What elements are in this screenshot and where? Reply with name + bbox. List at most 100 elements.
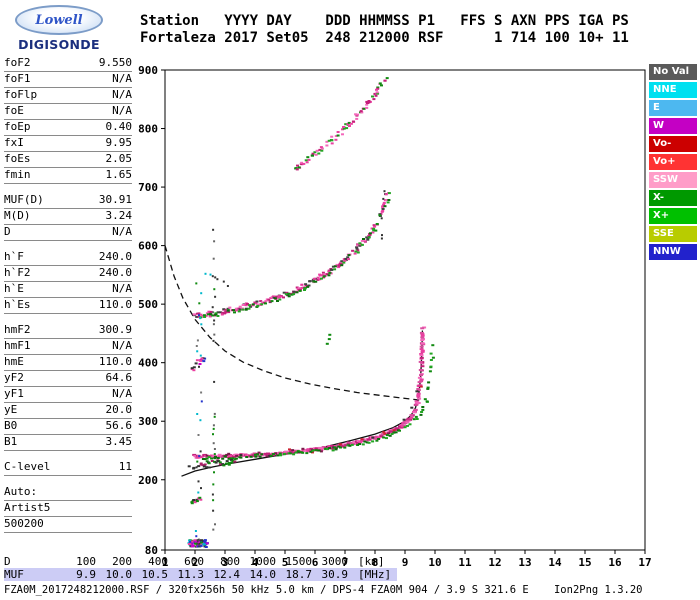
parameter-value: N/A bbox=[112, 225, 132, 238]
parameter-value: 9.95 bbox=[105, 136, 133, 149]
x-tick-label: 4 bbox=[252, 556, 259, 569]
legend-item-noval: No Val bbox=[649, 64, 697, 80]
legend-item-vo-: Vo- bbox=[649, 136, 697, 152]
parameter-row-fof2: foF2 9.550 bbox=[4, 56, 132, 72]
parameter-label: C-level bbox=[4, 460, 51, 473]
y-tick-label: 200 bbox=[138, 474, 158, 487]
x-tick-label: 9 bbox=[402, 556, 409, 569]
parameter-row-hme: hmE 110.0 bbox=[4, 355, 132, 371]
parameter-value: 64.6 bbox=[105, 371, 133, 384]
x-tick-label: 8 bbox=[372, 556, 379, 569]
x-tick-label: 16 bbox=[608, 556, 622, 569]
parameter-label: hmE bbox=[4, 355, 24, 368]
muf-value: 10.5 bbox=[141, 568, 169, 581]
parameter-value: 3.45 bbox=[105, 435, 133, 448]
distance-value: 400 bbox=[148, 555, 168, 568]
header-values-line: Fortaleza 2017 Set05 248 212000 RSF 1 71… bbox=[140, 30, 629, 46]
trace-second-hop-o bbox=[192, 192, 390, 319]
trace-scatter-530km bbox=[204, 272, 229, 287]
muf-distance-table: D 100 200 400 600 800 1000 1500 3000 [km] MUF 9.9 1… bbox=[4, 555, 398, 581]
parameter-value: 20.0 bbox=[105, 403, 133, 416]
trace-cluster-165km bbox=[190, 496, 203, 505]
parameter-value: 9.550 bbox=[98, 56, 132, 69]
parameter-row-d: D N/A bbox=[4, 225, 132, 241]
trace-f2-x-mode bbox=[201, 344, 435, 461]
legend-item-w: W bbox=[649, 118, 697, 134]
parameter-value: N/A bbox=[112, 282, 132, 295]
y-axis: 900 800 700 600 500 400 300 200 80 bbox=[138, 64, 165, 557]
x-tick-label: 14 bbox=[548, 556, 562, 569]
parameter-value: 240.0 bbox=[98, 266, 132, 279]
unit-label: [km] bbox=[358, 555, 385, 568]
parameter-row-hf2: h`F2 240.0 bbox=[4, 266, 132, 282]
parameter-row-hmf1: hmF1 N/A bbox=[4, 339, 132, 355]
parameter-row-yf2: yF2 64.6 bbox=[4, 371, 132, 387]
trace-green-dots-430km bbox=[325, 333, 332, 345]
distance-value: 3000 bbox=[321, 555, 349, 568]
legend-item-nne: NNE bbox=[649, 82, 697, 98]
distance-value: 1500 bbox=[285, 555, 313, 568]
parameter-label: foF1 bbox=[4, 72, 31, 85]
parameter-row-hes: h`Es 110.0 bbox=[4, 298, 132, 314]
parameter-row-hmf2: hmF2 300.9 bbox=[4, 323, 132, 339]
parameter-group: hmF2 300.9 hmF1 N/A hmE 110.0 yF2 64.6 yF1 N/A yE 2… bbox=[4, 323, 132, 451]
parameter-label: h`E bbox=[4, 282, 24, 295]
parameter-row-md: M(D) 3.24 bbox=[4, 209, 132, 225]
parameter-label: foEs bbox=[4, 152, 31, 165]
legend-item-sse: SSE bbox=[649, 226, 697, 242]
x-tick-label: 5 bbox=[282, 556, 289, 569]
muf-row: MUF 9.9 10.0 10.5 11.3 12.4 14.0 18.7 30.9 [MHz] bbox=[4, 568, 398, 581]
trace-f2-o-mode bbox=[192, 326, 427, 459]
x-tick-label: 11 bbox=[458, 556, 472, 569]
y-tick-label: 600 bbox=[138, 240, 158, 253]
x-tick-label: 15 bbox=[578, 556, 591, 569]
parameter-panel: foF2 9.550 foF1 N/A foFlp N/A foE N/A foEp 0.40 fx… bbox=[4, 56, 132, 542]
distance-value: 100 bbox=[76, 555, 96, 568]
digisonde-logo: Lowell DIGISONDE bbox=[6, 5, 112, 52]
header-field-names-line: Station YYYY DAY DDD HHMMSS P1 FFS S AXN… bbox=[140, 13, 629, 29]
parameter-label: foE bbox=[4, 104, 24, 117]
distance-value: 800 bbox=[220, 555, 240, 568]
trace-cluster-220km bbox=[187, 458, 237, 470]
x-tick-label: 17 bbox=[638, 556, 651, 569]
parameter-label: MUF(D) bbox=[4, 193, 44, 206]
trace-cluster-400km bbox=[190, 357, 207, 372]
status-line: FZA0M_2017248212000.RSF / 320fx256h 50 k… bbox=[4, 584, 643, 596]
parameter-value: 2.05 bbox=[105, 152, 133, 165]
parameter-label: yE bbox=[4, 403, 18, 416]
parameter-row-hf: h`F 240.0 bbox=[4, 250, 132, 266]
parameter-row-b0: B0 56.6 bbox=[4, 419, 132, 435]
parameter-row-500200: 500200 bbox=[4, 517, 132, 533]
parameter-label: B1 bbox=[4, 435, 18, 448]
legend-item-x+: X+ bbox=[649, 208, 697, 224]
parameter-value: 240.0 bbox=[98, 250, 132, 263]
parameter-row-he: h`E N/A bbox=[4, 282, 132, 298]
y-tick-label: 400 bbox=[138, 357, 158, 370]
y-tick-label: 80 bbox=[145, 544, 158, 557]
y-tick-label: 900 bbox=[138, 64, 158, 77]
x-tick-label: 7 bbox=[342, 556, 349, 569]
parameter-group: foF2 9.550 foF1 N/A foFlp N/A foE N/A foEp 0.40 fx… bbox=[4, 56, 132, 184]
muf-value: 18.7 bbox=[285, 568, 313, 581]
parameter-label: yF1 bbox=[4, 387, 24, 400]
parameter-label: h`F bbox=[4, 250, 24, 263]
x-tick-label: 3 bbox=[222, 556, 229, 569]
parameter-value: N/A bbox=[112, 387, 132, 400]
muf-transmission-curve bbox=[164, 245, 421, 401]
parameter-value: 11 bbox=[118, 460, 132, 473]
muf-value: 14.0 bbox=[249, 568, 277, 581]
trace-dots-above-second-hop bbox=[380, 190, 386, 240]
parameter-label: fmin bbox=[4, 168, 31, 181]
parameter-row-b1: B1 3.45 bbox=[4, 435, 132, 451]
row-label: D bbox=[4, 555, 11, 568]
parameter-label: hmF2 bbox=[4, 323, 31, 336]
legend-item-e: E bbox=[649, 100, 697, 116]
parameter-row-foep: foEp 0.40 bbox=[4, 120, 132, 136]
parameter-value: 3.24 bbox=[105, 209, 133, 222]
parameter-value: 1.65 bbox=[105, 168, 133, 181]
y-tick-label: 500 bbox=[138, 298, 158, 311]
parameter-value: 110.0 bbox=[98, 298, 132, 311]
parameter-value: N/A bbox=[112, 72, 132, 85]
parameter-row-clevel: C-level 11 bbox=[4, 460, 132, 476]
